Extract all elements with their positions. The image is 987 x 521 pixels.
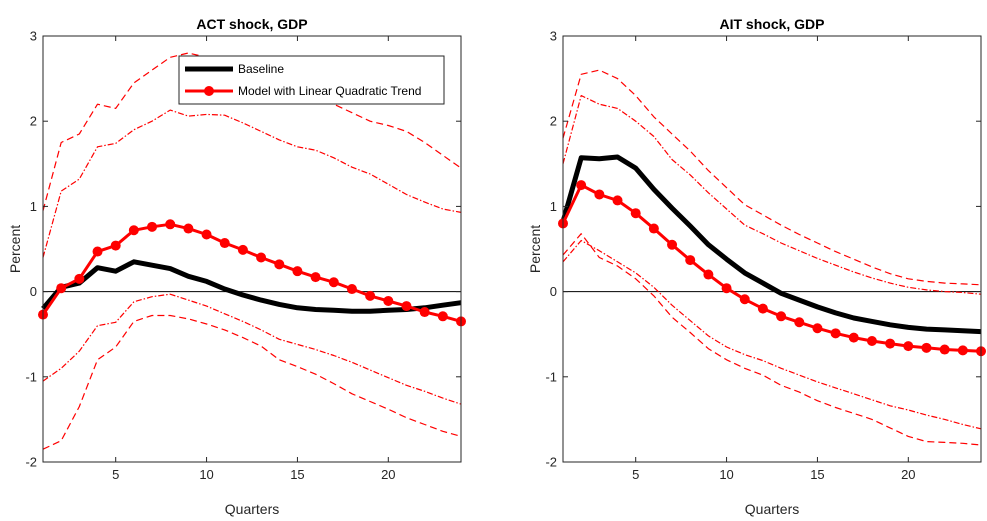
data-point-marker xyxy=(401,301,412,312)
data-point-marker xyxy=(903,341,914,352)
data-point-marker xyxy=(885,338,896,349)
y-tick-label: 3 xyxy=(550,29,557,44)
y-axis-label: Percent xyxy=(7,225,23,273)
data-point-marker xyxy=(110,240,121,251)
data-point-marker xyxy=(685,255,696,266)
confidence-band-dashed xyxy=(562,233,982,446)
legend-marker-model xyxy=(204,86,214,96)
y-tick-label: 2 xyxy=(550,114,557,129)
x-tick-label: 5 xyxy=(632,467,639,482)
data-point-marker xyxy=(939,344,950,355)
data-point-marker xyxy=(757,303,768,314)
chart-title: ACT shock, GDP xyxy=(196,16,307,32)
x-tick-label: 15 xyxy=(290,467,304,482)
data-point-marker xyxy=(776,311,787,322)
y-tick-label: 2 xyxy=(30,114,37,129)
confidence-band-dashdot xyxy=(562,239,982,430)
data-point-marker xyxy=(256,252,267,263)
data-point-marker xyxy=(328,277,339,288)
y-tick-label: 3 xyxy=(30,29,37,44)
axis-ticks: 5 10 15 20 -2 -1 0 1 2 3 xyxy=(25,29,461,482)
data-point-marker xyxy=(594,189,605,200)
legend-box xyxy=(178,55,445,105)
data-point-marker xyxy=(274,259,285,270)
confidence-band-dashdot xyxy=(562,94,982,295)
x-tick-label: 10 xyxy=(719,467,733,482)
y-tick-label: 0 xyxy=(550,284,557,299)
x-tick-label: 20 xyxy=(901,467,915,482)
data-point-marker xyxy=(630,208,641,219)
data-point-marker xyxy=(830,328,841,339)
confidence-band-dashdot xyxy=(42,109,462,258)
data-point-marker xyxy=(183,223,194,234)
x-tick-label: 5 xyxy=(112,467,119,482)
data-point-marker xyxy=(921,342,932,353)
x-tick-label: 20 xyxy=(381,467,395,482)
data-point-marker xyxy=(147,221,158,232)
data-point-marker xyxy=(794,317,805,328)
series-line-baseline xyxy=(41,259,462,314)
y-tick-label: 1 xyxy=(30,199,37,214)
data-point-marker xyxy=(957,345,968,356)
y-tick-label: -2 xyxy=(25,455,37,470)
series-line-baseline xyxy=(560,154,982,335)
chart-title: AIT shock, GDP xyxy=(719,16,824,32)
data-point-marker xyxy=(703,269,714,280)
axis-ticks: 5 10 15 20 -2 -1 0 1 2 3 xyxy=(545,29,981,482)
confidence-band-dashed xyxy=(42,52,462,211)
data-point-marker xyxy=(201,229,212,240)
data-point-marker xyxy=(128,225,139,236)
data-point-marker xyxy=(383,295,394,306)
data-point-marker xyxy=(56,283,67,294)
data-point-marker xyxy=(812,323,823,334)
y-tick-label: -1 xyxy=(25,369,37,384)
x-tick-label: 15 xyxy=(810,467,824,482)
data-point-marker xyxy=(648,223,659,234)
plot-frame xyxy=(562,35,982,463)
data-point-marker xyxy=(346,284,357,295)
data-point-marker xyxy=(310,272,321,283)
data-point-marker xyxy=(74,273,85,284)
plot-frame xyxy=(42,35,462,463)
data-point-marker xyxy=(848,332,859,343)
legend-label-model: Model with Linear Quadratic Trend xyxy=(238,84,421,98)
x-tick-label: 10 xyxy=(199,467,213,482)
confidence-band-dashdot xyxy=(42,293,462,405)
legend: Baseline Model with Linear Quadratic Tre… xyxy=(178,55,445,105)
data-point-marker xyxy=(739,294,750,305)
data-point-marker xyxy=(866,336,877,347)
data-point-marker xyxy=(419,307,430,318)
data-point-marker xyxy=(92,246,103,257)
series-layer xyxy=(558,69,986,446)
plot-area xyxy=(563,36,981,462)
legend-label-baseline: Baseline xyxy=(238,62,284,76)
data-point-marker xyxy=(721,283,732,294)
data-point-marker xyxy=(165,219,176,230)
x-axis-label: Quarters xyxy=(225,501,279,517)
data-point-marker xyxy=(219,238,230,249)
y-tick-label: 0 xyxy=(30,284,37,299)
y-axis-label: Percent xyxy=(527,225,543,273)
data-point-marker xyxy=(437,311,448,322)
data-point-marker xyxy=(576,180,587,191)
x-axis-label: Quarters xyxy=(745,501,799,517)
data-point-marker xyxy=(292,266,303,277)
confidence-band-dashed xyxy=(42,314,462,450)
y-tick-label: -1 xyxy=(545,369,557,384)
series-layer xyxy=(38,52,466,450)
y-tick-label: 1 xyxy=(550,199,557,214)
data-point-marker xyxy=(612,195,623,206)
data-point-marker xyxy=(667,239,678,250)
y-tick-label: -2 xyxy=(545,455,557,470)
confidence-band-dashed xyxy=(562,69,982,286)
data-point-marker xyxy=(365,290,376,301)
data-point-marker xyxy=(237,244,248,255)
